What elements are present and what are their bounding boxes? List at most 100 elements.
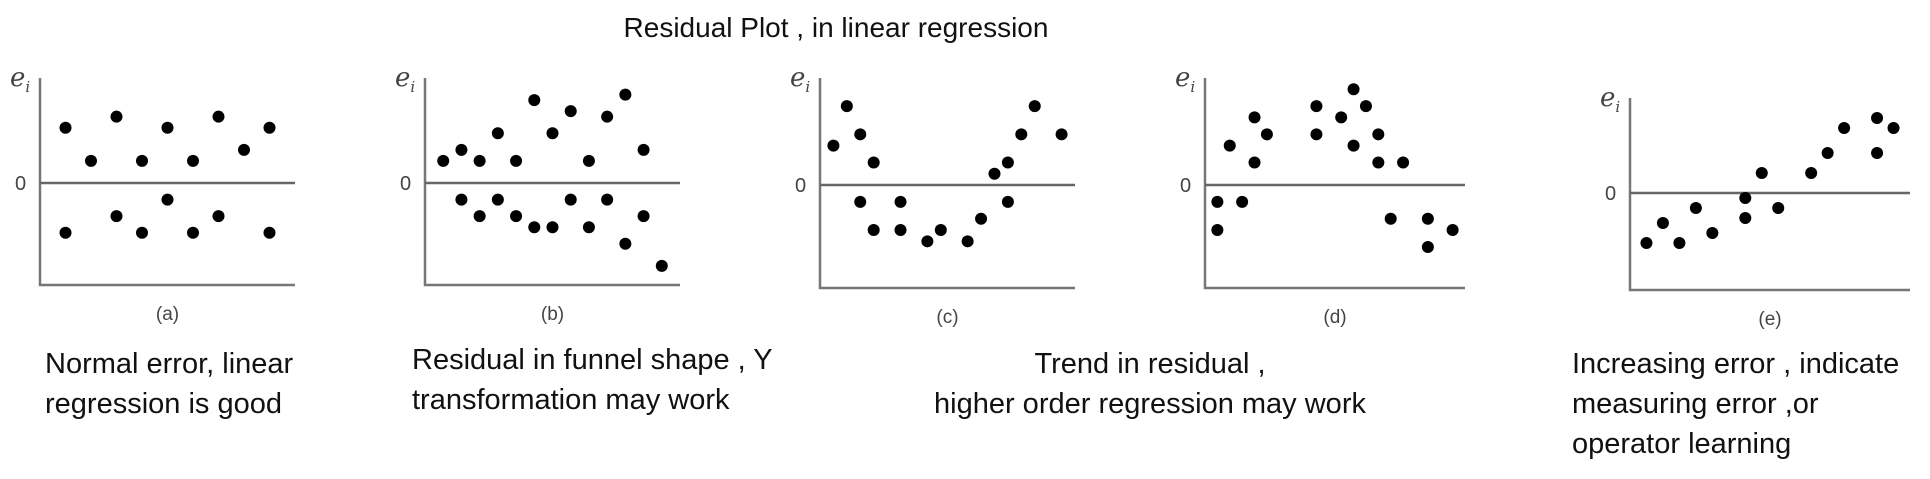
panel-c-label: (c) [936,307,958,328]
panel-b-point-2 [455,143,468,156]
panel-d-point-9 [1310,128,1323,141]
panel-d-zero-label: 0 [1180,175,1191,197]
panel-b-point-3 [473,154,486,167]
panel-d-point-20 [1446,224,1459,237]
panel-a-point-9 [263,121,276,134]
panel-e-y-label: ei [1600,83,1620,116]
panel-d-point-13 [1359,100,1372,113]
panel-a-point-10 [59,226,72,239]
panel-b-point-13 [455,193,468,206]
panel-c-point-18 [1055,128,1068,141]
panel-b-point-22 [619,237,632,250]
panel-c-point-11 [961,235,974,248]
panel-c-y-label: ei [790,63,810,96]
panel-c-point-12 [975,212,988,225]
panel-a-point-16 [263,226,276,239]
panel-b-label: (b) [541,304,564,325]
panel-d-point-18 [1421,212,1434,225]
panel-e-point-4 [1689,202,1702,214]
panel-e-label: (e) [1758,309,1781,330]
panel-c-point-2 [840,100,853,113]
panel-d-point-15 [1372,156,1385,169]
panel-d-label: (d) [1323,307,1346,328]
panel-e-point-5 [1706,227,1719,239]
caption-b-line-1: Residual in funnel shape , Y [412,344,773,376]
panel-c-point-15 [1015,128,1028,141]
panel-b-point-16 [510,210,523,223]
panel-c-point-7 [894,195,907,208]
panel-e-point-1 [1640,237,1653,249]
panel-d-point-14 [1372,128,1385,141]
caption-b-line-2: transformation may work [412,384,730,416]
panel-e-point-9 [1772,202,1785,214]
panel-c-point-5 [854,195,867,208]
figure-title: Residual Plot , in linear regression [623,12,1049,43]
panel-d-point-3 [1223,139,1236,152]
panel-b-axes [423,78,680,287]
panel-c-point-1 [827,139,840,152]
panel-c-point-13 [988,167,1001,180]
caption-c-line-1: Trend in residual , [1034,348,1266,380]
panel-c-point-3 [854,128,867,141]
panel-e-point-6 [1739,192,1752,204]
panel-d-axes [1203,78,1465,290]
panel-e-point-11 [1821,147,1834,159]
panel-a-zero-label: 0 [15,173,26,195]
panel-d-point-16 [1397,156,1410,169]
panel-d-y-label: ei [1175,63,1195,96]
panel-a-axes [38,78,295,287]
panel-b-point-24 [655,259,668,272]
panel-b-point-18 [546,221,559,234]
panel-b-point-19 [564,193,577,206]
caption-e-line-1: Increasing error , indicate [1572,348,1900,380]
caption-a-line-2: regression is good [45,388,282,420]
panel-b-zero-label: 0 [400,173,411,195]
panel-c-point-14 [1001,156,1014,169]
caption-c: Trend in residual , higher order regress… [900,344,1400,424]
panel-c-point-10 [934,224,947,237]
panel-e-point-2 [1656,217,1669,229]
panel-b-point-7 [546,127,559,140]
caption-c-line-2: higher order regression may work [934,388,1366,420]
panel-d-point-5 [1248,111,1261,124]
panel-b-point-1 [437,154,450,167]
panel-b-point-5 [510,154,523,167]
panel-d-point-10 [1335,111,1348,124]
panel-a-label: (a) [156,304,179,325]
panel-b-point-15 [491,193,504,206]
panel-a-point-13 [161,193,174,206]
panel-d-point-12 [1347,83,1360,96]
caption-b: Residual in funnel shape , Y transformat… [412,340,773,420]
panel-e-point-15 [1887,122,1900,134]
caption-e-line-3: operator learning [1572,428,1792,460]
panel-a-y-label: ei [10,63,30,96]
panel-d-point-8 [1310,100,1323,113]
panel-a-point-12 [136,226,148,239]
panel-a-point-2 [85,154,97,167]
panel-a-point-7 [212,110,225,123]
panel-b-point-23 [637,210,650,223]
panel-c-point-4 [867,156,880,169]
panel-a-point-8 [238,143,250,156]
panel-c-axes [818,78,1075,290]
panel-b-point-8 [564,105,577,118]
panel-b-point-4 [491,127,504,140]
panel-e-axes [1628,98,1910,292]
panel-e-point-14 [1871,147,1884,159]
panel-c-point-16 [1001,195,1014,208]
panel-c-point-9 [921,235,934,248]
panel-b-y-label: ei [395,63,415,96]
caption-e: Increasing error , indicate measuring er… [1572,344,1899,464]
panel-b-point-6 [528,94,541,107]
panel-a-point-6 [187,154,199,167]
panel-c-point-17 [1028,100,1041,113]
panel-d-point-4 [1236,195,1249,208]
panel-b-point-20 [582,221,595,234]
panel-b-point-14 [473,210,486,223]
panel-b-point-11 [619,88,632,101]
panel-b-point-17 [528,221,541,234]
panel-b-point-21 [601,193,614,206]
panel-e-point-13 [1871,112,1884,124]
panel-d-point-2 [1211,224,1224,237]
